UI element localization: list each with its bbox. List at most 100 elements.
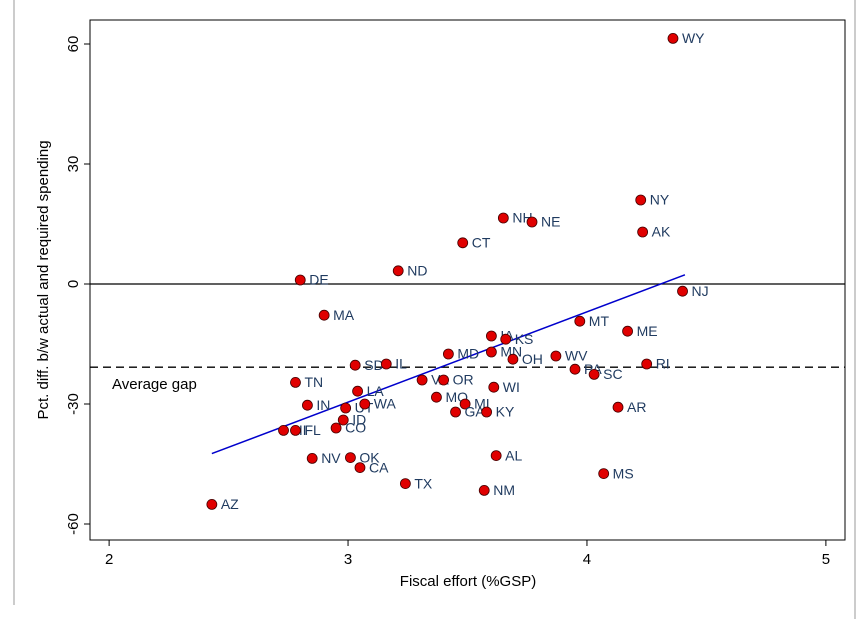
point-label: OH <box>522 351 543 367</box>
point-label: FL <box>304 422 321 438</box>
x-tick-label: 2 <box>105 551 113 568</box>
point-label: SD <box>364 357 383 373</box>
point-label: MA <box>333 307 355 323</box>
point-label: NE <box>541 214 560 230</box>
point-label: ME <box>637 323 658 339</box>
point <box>318 309 330 321</box>
point-label: WY <box>682 30 705 46</box>
point-label: MT <box>589 313 610 329</box>
point <box>290 424 301 436</box>
point-label: NY <box>650 192 670 208</box>
x-tick-label: 5 <box>822 551 830 568</box>
point <box>507 353 519 365</box>
point <box>500 333 512 345</box>
point <box>337 414 349 426</box>
point <box>416 374 428 386</box>
point <box>490 450 502 462</box>
point-label: MS <box>613 465 634 481</box>
point <box>488 381 500 393</box>
point <box>399 478 411 490</box>
point <box>598 468 610 480</box>
point-label: IN <box>316 397 330 413</box>
point-label: WV <box>565 348 588 364</box>
point <box>550 350 562 362</box>
y-tick-label: 60 <box>65 36 82 53</box>
point <box>354 462 366 474</box>
label-bg <box>98 374 218 397</box>
point <box>637 226 649 238</box>
point <box>459 398 471 410</box>
point <box>330 422 342 434</box>
point <box>457 237 469 249</box>
point <box>349 359 361 371</box>
point <box>574 315 586 327</box>
point <box>641 358 653 370</box>
point <box>359 398 371 410</box>
y-tick-label: -30 <box>65 393 82 415</box>
point <box>526 216 538 228</box>
point <box>442 348 454 360</box>
point-label: AZ <box>221 496 239 512</box>
point-label: TX <box>414 475 433 491</box>
point-label: OR <box>453 372 474 388</box>
point-label: CA <box>369 459 389 475</box>
point-label: KS <box>515 331 534 347</box>
point <box>392 265 404 277</box>
point-label: RI <box>656 356 670 372</box>
point <box>485 346 497 358</box>
point-label: MD <box>457 346 479 362</box>
point <box>497 212 509 224</box>
point <box>290 376 301 388</box>
point-label: AK <box>652 224 671 240</box>
fit-line <box>211 274 686 455</box>
point <box>588 368 600 380</box>
point-label: TN <box>304 374 323 390</box>
x-tick-label: 4 <box>583 551 591 568</box>
point <box>352 385 363 397</box>
point <box>294 274 306 286</box>
point <box>438 374 450 386</box>
point <box>306 452 318 464</box>
point <box>345 452 356 464</box>
average-gap-label: Average gap <box>112 376 197 393</box>
y-tick-label: 30 <box>65 156 82 173</box>
x-tick-label: 3 <box>344 551 352 568</box>
y-tick-label: 0 <box>65 280 82 288</box>
point-label: CT <box>472 235 491 251</box>
point <box>478 484 490 496</box>
point <box>569 363 581 375</box>
point-label: ND <box>407 263 427 279</box>
point-label: SC <box>603 366 622 382</box>
point <box>302 399 313 411</box>
point <box>450 406 461 418</box>
point-label: LA <box>367 383 385 399</box>
point-label: AR <box>627 399 646 415</box>
point-label: NV <box>321 450 341 466</box>
point-label: AL <box>505 447 522 463</box>
x-axis-label: Fiscal effort (%GSP) <box>400 573 536 590</box>
point <box>431 391 442 403</box>
point <box>677 285 688 297</box>
point-label: ID <box>352 412 366 428</box>
point-label: OK <box>359 449 380 465</box>
point-label: WA <box>374 396 397 412</box>
point <box>481 406 493 418</box>
point <box>278 424 289 436</box>
point <box>667 33 679 44</box>
point-label: GA <box>465 404 486 420</box>
point-label: KY <box>496 404 515 420</box>
point <box>622 325 633 337</box>
point-label: NJ <box>692 283 709 299</box>
point-label: CO <box>345 420 366 436</box>
point <box>380 358 392 370</box>
point <box>485 330 497 342</box>
plot-area <box>89 19 846 541</box>
point-label: IL <box>395 356 407 372</box>
y-axis-label: Pct. diff. b/w actual and required spend… <box>35 140 52 419</box>
point <box>635 194 647 206</box>
point-label: DE <box>309 272 328 288</box>
y-tick-label: -60 <box>65 513 82 535</box>
point <box>206 498 218 510</box>
point-label: NM <box>493 482 515 498</box>
